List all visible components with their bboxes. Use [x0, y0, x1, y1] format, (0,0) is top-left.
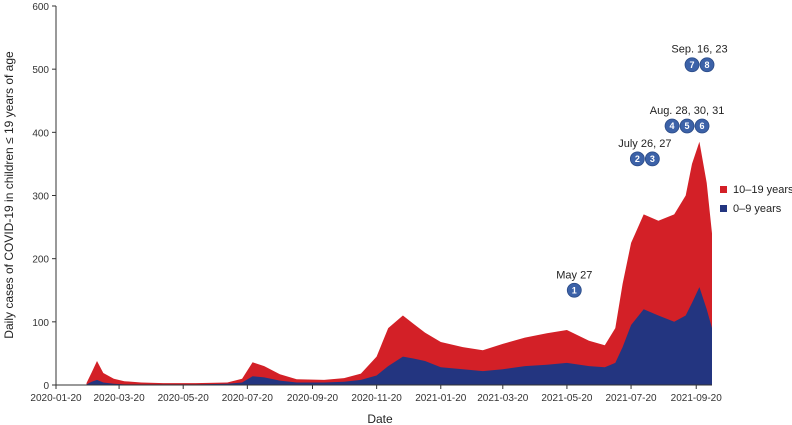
annotation-label: July 26, 27: [618, 138, 671, 150]
legend-item-10-19: 10–19 years: [720, 180, 792, 199]
chart-axes: 0 100 200 300 400 500 600 2020-01-20 2020-03-20 2…: [30, 2, 722, 404]
x-axis-label: Date: [367, 412, 393, 425]
x-tick-label: 2021-01-20: [415, 393, 467, 404]
event-badge: [664, 118, 680, 134]
y-tick-label: 200: [32, 255, 49, 266]
event-badge-number: 3: [650, 154, 655, 164]
y-tick-label: 600: [32, 2, 49, 13]
y-tick-label: 0: [43, 381, 49, 392]
annotation-label: Sep. 16, 23: [671, 44, 727, 56]
x-tick-label: 2021-05-20: [541, 393, 593, 404]
x-tick-label: 2020-01-20: [30, 393, 82, 404]
chart-annotations: 1 May 27 2 3 July 26, 27 4 5 6 Aug. 28, 30, 31 7 8…: [556, 44, 728, 298]
chart-areas: [86, 141, 712, 385]
y-tick-label: 500: [32, 65, 49, 76]
annotation-group: 4 5 6 Aug. 28, 30, 31: [650, 105, 725, 134]
legend-swatch-0-9: [720, 205, 727, 212]
event-badge-number: 1: [572, 285, 577, 295]
x-tick-label: 2020-09-20: [287, 393, 339, 404]
y-axis-label: Daily cases of COVID-19 in children ≤ 19…: [2, 51, 16, 339]
y-tick-label: 100: [32, 318, 49, 329]
x-tick-label: 2020-03-20: [93, 393, 145, 404]
x-tick-label: 2021-07-20: [605, 393, 657, 404]
legend-item-0-9: 0–9 years: [720, 199, 792, 218]
x-tick-label: 2020-11-20: [351, 393, 402, 404]
y-tick-label: 400: [32, 128, 49, 139]
x-tick-label: 2021-03-20: [477, 393, 529, 404]
event-badge-number: 2: [635, 154, 640, 164]
y-tick-label: 300: [32, 192, 49, 203]
event-badge: [699, 57, 715, 73]
event-badge: [566, 282, 582, 298]
event-badge-number: 8: [705, 60, 710, 70]
area-0-9-years: [86, 287, 712, 385]
event-badge: [644, 151, 660, 167]
event-badge-number: 5: [685, 121, 690, 131]
event-badge: [684, 57, 700, 73]
annotation-group: 1 May 27: [556, 269, 592, 298]
event-badge: [629, 151, 645, 167]
event-badge-number: 6: [700, 121, 705, 131]
event-badge: [679, 118, 695, 134]
annotation-label: May 27: [556, 269, 592, 281]
legend: 10–19 years 0–9 years: [720, 180, 792, 218]
annotation-group: 7 8 Sep. 16, 23: [671, 44, 728, 73]
area-10-19-years: [86, 141, 712, 385]
annotation-label: Aug. 28, 30, 31: [650, 105, 725, 117]
legend-label-0-9: 0–9 years: [733, 202, 782, 215]
x-tick-label: 2020-05-20: [158, 393, 210, 404]
x-tick-label: 2020-07-20: [222, 393, 274, 404]
legend-swatch-10-19: [720, 186, 727, 193]
legend-label-10-19: 10–19 years: [733, 183, 792, 196]
event-badge-number: 4: [670, 121, 675, 131]
event-badge: [694, 118, 710, 134]
x-tick-label: 2021-09-20: [671, 393, 723, 404]
annotation-group: 2 3 July 26, 27: [618, 138, 671, 167]
event-badge-number: 7: [690, 60, 695, 70]
